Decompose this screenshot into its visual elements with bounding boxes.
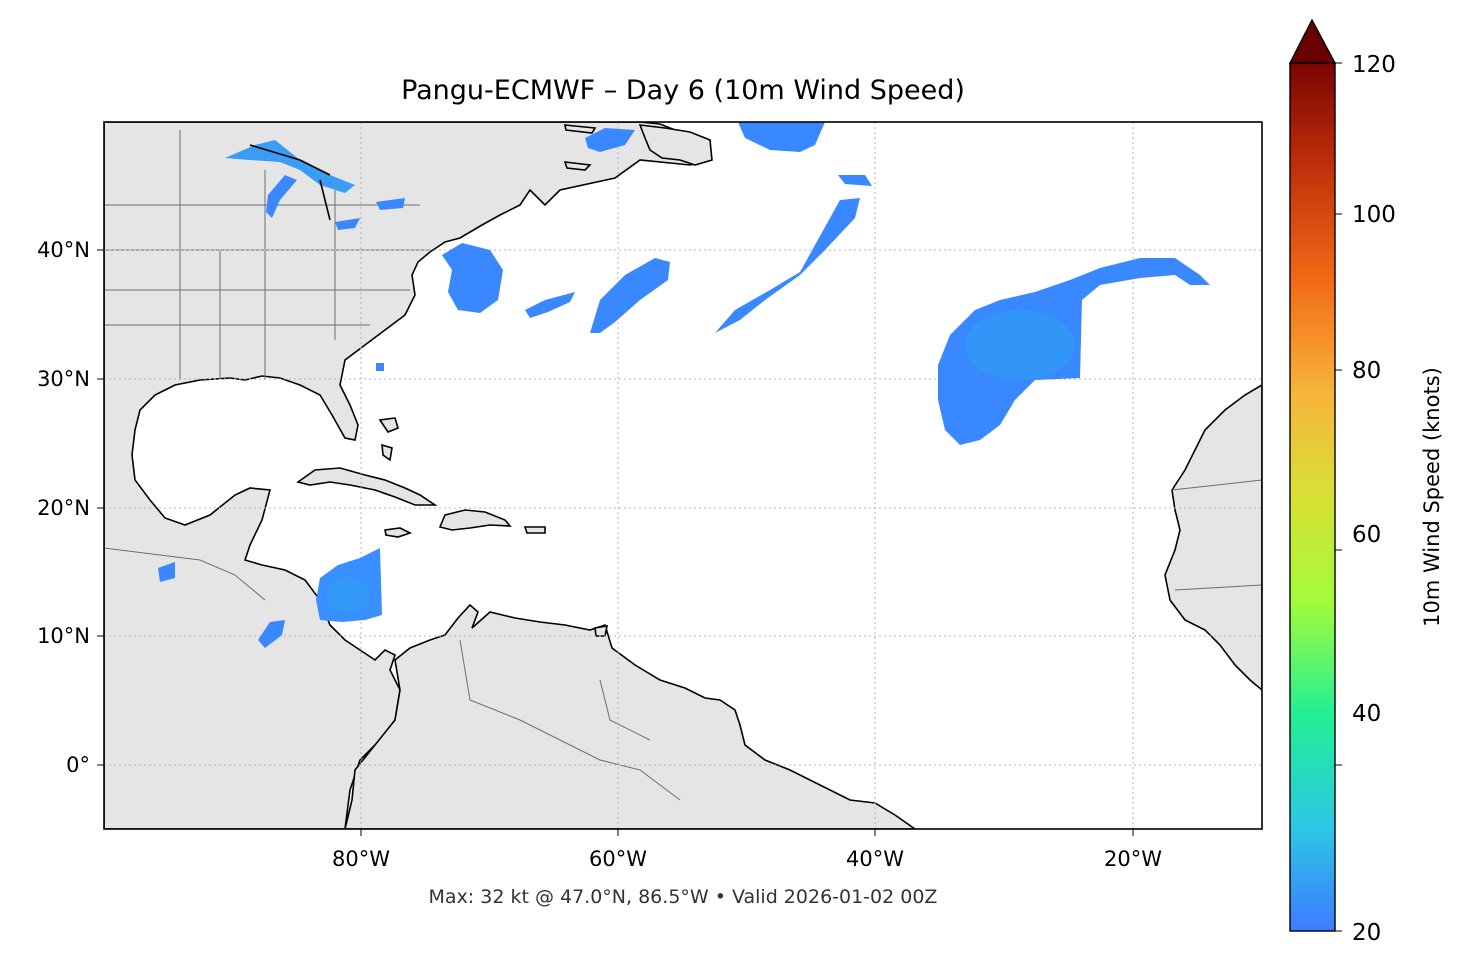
hispaniola-island bbox=[438, 509, 512, 531]
colorbar-tick-label: 20 bbox=[1352, 920, 1381, 946]
colorbar-tick-label: 100 bbox=[1352, 202, 1396, 228]
bahamas-islands bbox=[378, 417, 399, 462]
x-tick-label: 20°W bbox=[1104, 847, 1162, 871]
wind-band-3 bbox=[715, 198, 860, 333]
y-tick-label: 40°N bbox=[37, 238, 90, 262]
colorbar-tick-label: 120 bbox=[1352, 52, 1396, 78]
wind-patch-lake-michigan bbox=[266, 175, 297, 218]
y-axis-ticks: 0° 10°N 20°N 30°N 40°N bbox=[37, 238, 104, 777]
jamaica-island bbox=[384, 527, 413, 538]
wind-region-north bbox=[738, 122, 825, 152]
map-frame bbox=[103, 121, 1263, 830]
wind-band-5 bbox=[585, 128, 635, 152]
wind-core-caribbean bbox=[326, 577, 370, 613]
x-tick-label: 80°W bbox=[332, 847, 390, 871]
newfoundland-island bbox=[638, 124, 713, 166]
colorbar-tick-label: 40 bbox=[1352, 701, 1381, 727]
wind-patch-lake-erie bbox=[335, 218, 360, 230]
south-america-land bbox=[344, 603, 917, 829]
coastline-overlay bbox=[249, 144, 331, 221]
y-tick-label: 0° bbox=[66, 753, 90, 777]
wind-patch-lake-ontario bbox=[376, 198, 405, 210]
colorbar-tick-label: 80 bbox=[1352, 358, 1381, 384]
puerto-rico-island bbox=[523, 526, 546, 534]
northern-islands bbox=[563, 124, 713, 171]
wind-speed-field bbox=[158, 122, 1210, 648]
colorbar: 20 40 60 80 100 120 10m Wind Speed (knot… bbox=[1288, 18, 1444, 946]
colorbar-label: 10m Wind Speed (knots) bbox=[1420, 367, 1444, 627]
trinidad-island bbox=[594, 625, 609, 637]
colorbar-extend-arrow bbox=[1288, 18, 1337, 64]
wind-band-2 bbox=[590, 258, 670, 333]
colorbar-gradient bbox=[1290, 63, 1335, 931]
anticosti-island bbox=[564, 124, 597, 134]
pei-island bbox=[563, 161, 592, 171]
y-tick-label: 30°N bbox=[37, 367, 90, 391]
x-axis-ticks: 80°W 60°W 40°W 20°W bbox=[332, 829, 1162, 871]
caribbean-islands bbox=[296, 417, 609, 637]
wind-core-central-atlantic bbox=[965, 310, 1075, 380]
gridlines bbox=[104, 122, 1262, 829]
map-panel bbox=[104, 122, 1262, 829]
cuba-island bbox=[296, 467, 438, 506]
wind-band-1 bbox=[525, 292, 575, 318]
max-wind-footer: Max: 32 kt @ 47.0°N, 86.5°W • Valid 2026… bbox=[429, 886, 938, 908]
colorbar-tick-label: 60 bbox=[1352, 522, 1381, 548]
wind-patch-small bbox=[376, 363, 384, 371]
y-tick-label: 10°N bbox=[37, 624, 90, 648]
wind-patch-pacific-1 bbox=[258, 620, 285, 648]
y-tick-label: 20°N bbox=[37, 496, 90, 520]
x-tick-label: 40°W bbox=[846, 847, 904, 871]
map-title: Pangu-ECMWF – Day 6 (10m Wind Speed) bbox=[401, 75, 965, 106]
wind-patch-pacific-2 bbox=[158, 562, 175, 582]
wind-band-4 bbox=[838, 175, 872, 186]
africa-land bbox=[1164, 384, 1262, 692]
wind-region-midatlantic bbox=[442, 243, 503, 313]
wind-patch-great-lakes bbox=[225, 140, 355, 193]
x-tick-label: 60°W bbox=[589, 847, 647, 871]
